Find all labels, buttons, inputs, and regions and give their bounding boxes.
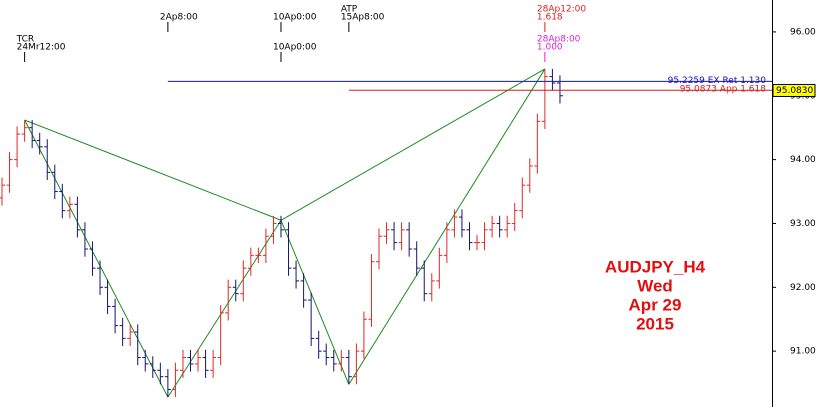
- time-marker-label: 1.618: [537, 13, 563, 23]
- level-label: 95.2259 EX Ret 1.130: [668, 76, 767, 86]
- time-marker-label: 28Ap12:00: [537, 5, 587, 15]
- symbol-label: 2015: [636, 314, 674, 333]
- level-label: 95.0873 App 1.618: [680, 85, 767, 95]
- time-marker-label: 15Ap8:00: [341, 13, 385, 23]
- current-price-label: 95.0830: [776, 86, 813, 96]
- pattern-line: [24, 119, 169, 398]
- time-marker-label: 28Ap8:00: [537, 35, 581, 45]
- time-marker-label: 2Ap8:00: [160, 13, 198, 23]
- y-tick-label: 91.0000: [790, 347, 816, 357]
- pattern-line: [280, 68, 546, 221]
- y-tick-label: 92.0000: [790, 283, 816, 293]
- symbol-label: AUDJPY_H4: [605, 257, 706, 276]
- time-marker-label: ATP: [341, 5, 358, 15]
- symbol-label: Wed: [637, 276, 673, 295]
- time-marker-label: 1.000: [537, 43, 563, 53]
- time-marker-label: TCR: [16, 35, 35, 45]
- y-tick-label: 94.0000: [790, 155, 816, 165]
- time-marker-label: 24Mr12:00: [17, 43, 66, 53]
- pattern-line: [24, 119, 282, 221]
- current-price-box: [772, 83, 816, 97]
- pattern-line: [167, 219, 282, 398]
- symbol-label: Apr 29: [629, 295, 682, 314]
- y-tick-label: 93.0000: [790, 219, 816, 229]
- time-marker-label: 10Ap0:00: [273, 13, 317, 23]
- pattern-line: [280, 220, 350, 385]
- time-marker-label: 10Ap0:00: [273, 43, 317, 53]
- y-tick-label: 96.0000: [790, 27, 816, 37]
